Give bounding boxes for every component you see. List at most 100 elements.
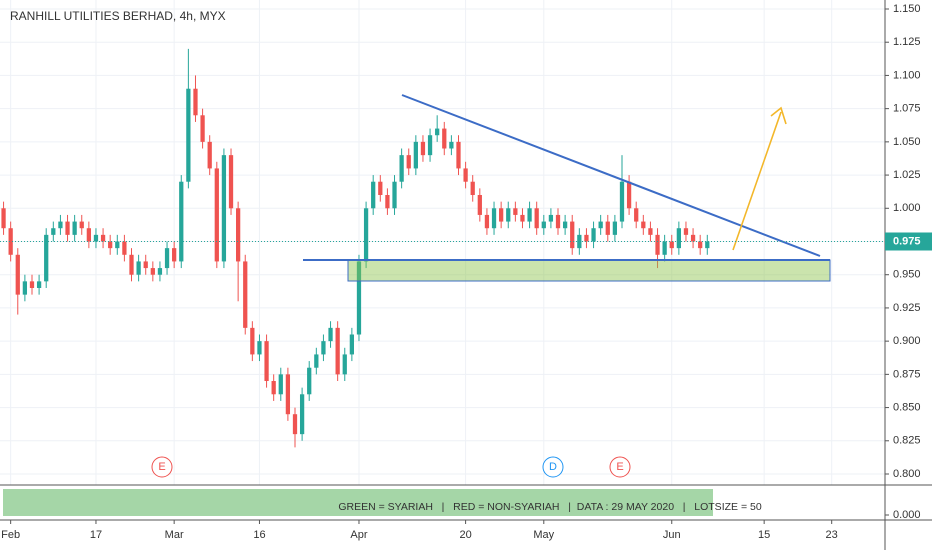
note-text: GREEN = SYARIAH | RED = NON-SYARIAH | DA… — [338, 501, 762, 513]
candle-body — [527, 208, 532, 222]
candle-body — [44, 234, 49, 282]
candle-body — [349, 334, 354, 355]
x-tick-label: Apr — [350, 529, 367, 541]
candle-body — [321, 341, 326, 355]
candle-body — [157, 268, 163, 275]
candle-body — [605, 221, 610, 235]
candle-body — [491, 208, 497, 229]
candle-body — [541, 221, 546, 229]
candle-body — [598, 221, 603, 229]
event-marker[interactable] — [609, 456, 631, 478]
candle-body — [292, 414, 298, 435]
candle-body — [236, 208, 241, 262]
candle-body — [271, 381, 276, 395]
x-tick-label: 20 — [459, 529, 471, 541]
candle-body — [690, 234, 696, 242]
candle-body — [363, 208, 369, 262]
candle-body — [122, 241, 127, 255]
x-tick-label: Feb — [1, 529, 20, 541]
arrow-head — [770, 106, 787, 125]
y-tick-label: 0.000 — [893, 509, 921, 521]
candle-body — [72, 221, 77, 235]
candle-body — [314, 354, 319, 368]
candle-body — [456, 141, 461, 169]
candle-body — [200, 115, 205, 142]
candle-body — [442, 128, 447, 149]
candle-body — [463, 168, 468, 182]
candle-body — [555, 214, 561, 229]
candle-body — [484, 214, 490, 229]
candle-body — [435, 128, 440, 136]
y-tick-label: 1.000 — [893, 202, 921, 214]
y-tick-label: 0.900 — [893, 335, 921, 347]
y-tick-label: 1.025 — [893, 169, 921, 181]
candle-body — [371, 181, 376, 209]
y-tick-label: 0.825 — [893, 435, 921, 447]
candle-body — [299, 394, 305, 435]
candle-body — [626, 181, 632, 209]
candle-body — [406, 155, 411, 169]
x-tick-label: Mar — [165, 529, 184, 541]
candle-body — [342, 354, 347, 375]
candle-body — [683, 228, 689, 235]
candle-body — [399, 155, 404, 182]
candle-body — [328, 327, 333, 342]
candles — [1, 48, 710, 448]
candle-body — [264, 341, 269, 381]
candle-body — [420, 141, 426, 156]
candle-body — [676, 228, 681, 249]
candle-body — [534, 208, 539, 229]
candle-body — [179, 181, 184, 262]
note-band — [3, 489, 713, 516]
candle-body — [86, 228, 91, 242]
candle-body — [1, 208, 6, 229]
candle-body — [243, 261, 248, 328]
candle-body — [619, 181, 625, 222]
candle-body — [257, 341, 262, 355]
x-tick-label: 23 — [826, 529, 838, 541]
candle-body — [520, 214, 525, 222]
candle-body — [499, 208, 504, 222]
candle-body — [669, 241, 674, 249]
candle-body — [634, 208, 639, 222]
candle-body — [570, 221, 575, 249]
y-tick-label: 1.050 — [893, 136, 921, 148]
candle-body — [385, 195, 390, 209]
candle-body — [172, 248, 177, 262]
candle-body — [115, 241, 120, 249]
candle-body — [641, 221, 646, 229]
candle-body — [15, 254, 20, 295]
candle-body — [221, 155, 227, 262]
axes: 1.150 1.125 1.100 1.075 1.050 1.025 1.000 0.975… — [1, 3, 932, 541]
x-tick-label: 16 — [253, 529, 265, 541]
candle-body — [108, 241, 113, 249]
candle-body — [698, 241, 703, 249]
x-tick-label: Jun — [663, 529, 681, 541]
candle-body — [228, 155, 234, 209]
candle-body — [591, 228, 596, 242]
candle-body — [93, 234, 99, 242]
candle-body — [506, 208, 511, 222]
candle-body — [143, 261, 148, 269]
x-tick-label: 15 — [758, 529, 770, 541]
y-tick-label: 1.125 — [893, 36, 921, 48]
candle-body — [164, 248, 170, 269]
y-tick-label: 0.875 — [893, 368, 921, 380]
event-marker[interactable] — [151, 456, 173, 478]
y-tick-label: 1.100 — [893, 69, 921, 81]
candle-body — [662, 241, 667, 255]
candle-body — [307, 367, 312, 395]
candle-body — [51, 228, 56, 235]
candle-body — [513, 208, 518, 215]
candle-body — [58, 221, 63, 229]
candle-body — [378, 181, 383, 195]
candle-body — [186, 88, 191, 182]
candle-body — [278, 374, 283, 395]
arrow-line — [732, 111, 782, 251]
candle-body — [129, 254, 134, 275]
candle-body — [150, 268, 155, 275]
candle-body — [584, 234, 589, 242]
y-tick-label: 0.950 — [893, 269, 921, 281]
event-marker[interactable] — [542, 456, 564, 478]
